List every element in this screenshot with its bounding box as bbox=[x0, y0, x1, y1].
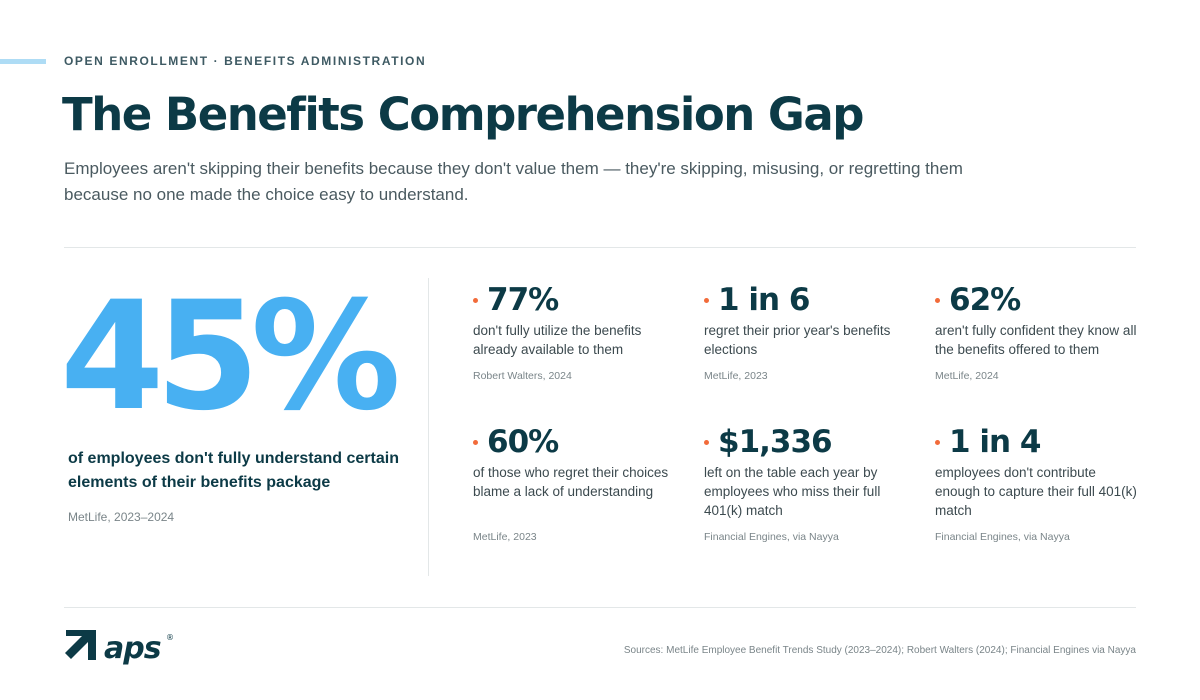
stat-value: 1 in 6 bbox=[718, 282, 810, 318]
bullet-icon bbox=[704, 297, 709, 303]
stat-source: Robert Walters, 2024 bbox=[473, 370, 572, 382]
bullet-icon bbox=[935, 439, 940, 445]
stat-card: 77% don't fully utilize the benefits alr… bbox=[473, 280, 678, 359]
stat-value: 60% bbox=[487, 424, 559, 460]
stat-card: 60% of those who regret their choices bl… bbox=[473, 422, 678, 501]
stat-card: 1 in 6 regret their prior year's benefit… bbox=[704, 280, 909, 359]
bullet-icon bbox=[473, 297, 478, 303]
stat-value: $1,336 bbox=[718, 424, 833, 460]
hero-stat-source: MetLife, 2023–2024 bbox=[68, 510, 175, 524]
stat-source: MetLife, 2024 bbox=[935, 370, 999, 382]
stat-value: 77% bbox=[487, 282, 559, 318]
stat-card: $1,336 left on the table each year by em… bbox=[704, 422, 909, 520]
stat-description: don't fully utilize the benefits already… bbox=[473, 323, 642, 357]
accent-bar bbox=[0, 59, 46, 64]
stat-source: Financial Engines, via Nayya bbox=[704, 531, 839, 543]
hero-stat-value: 45% bbox=[60, 270, 401, 444]
stat-description: regret their prior year's benefits elect… bbox=[704, 323, 891, 357]
top-divider bbox=[64, 247, 1136, 248]
stat-source: MetLife, 2023 bbox=[473, 531, 537, 543]
bullet-icon bbox=[473, 439, 478, 445]
page-title: The Benefits Comprehension Gap bbox=[62, 88, 864, 141]
stat-description: left on the table each year by employees… bbox=[704, 465, 881, 518]
eyebrow-label: OPEN ENROLLMENT · BENEFITS ADMINISTRATIO… bbox=[64, 54, 427, 68]
stat-description: of those who regret their choices blame … bbox=[473, 465, 669, 499]
aps-logo-mark-icon bbox=[65, 630, 96, 660]
page-subtitle: Employees aren't skipping their benefits… bbox=[64, 159, 963, 204]
stat-value: 62% bbox=[949, 282, 1021, 318]
hero-stat-description: of employees don't fully understand cert… bbox=[68, 450, 399, 491]
stat-source: Financial Engines, via Nayya bbox=[935, 531, 1070, 543]
stat-source: MetLife, 2023 bbox=[704, 370, 768, 382]
vertical-divider bbox=[428, 278, 429, 576]
stat-card: 1 in 4 employees don't contribute enough… bbox=[935, 422, 1140, 520]
sources-footnote: Sources: MetLife Employee Benefit Trends… bbox=[623, 645, 1136, 656]
bullet-icon bbox=[704, 439, 709, 445]
stat-description: employees don't contribute enough to cap… bbox=[935, 465, 1137, 518]
stat-card: 62% aren't fully confident they know all… bbox=[935, 280, 1140, 359]
aps-logo: aps ® bbox=[65, 630, 174, 666]
aps-logo-text: aps bbox=[104, 631, 161, 666]
bottom-divider bbox=[64, 607, 1136, 608]
stat-description: aren't fully confident they know all the… bbox=[935, 323, 1137, 357]
stat-value: 1 in 4 bbox=[949, 424, 1041, 460]
registered-mark: ® bbox=[166, 633, 174, 642]
bullet-icon bbox=[935, 297, 940, 303]
